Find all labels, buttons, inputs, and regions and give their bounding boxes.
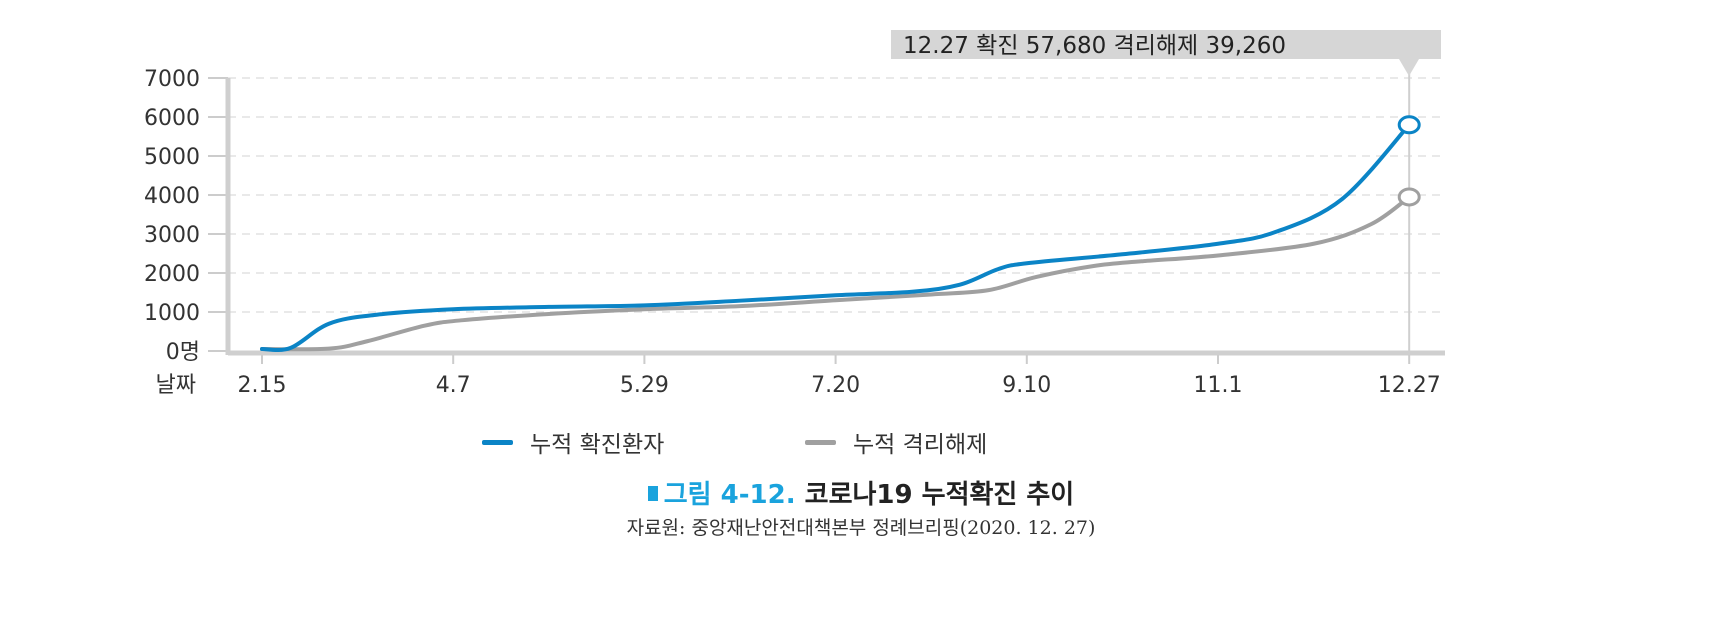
x-tick-label: 2.15: [238, 373, 287, 398]
x-tick-label: 12.27: [1378, 373, 1441, 398]
legend-swatch-gray: [805, 439, 836, 445]
annotation-text: 12.27 확진 57,680 격리해제 39,260: [903, 33, 1286, 59]
y-tick-label: 5000: [144, 145, 200, 170]
y-tick-label: 6000: [144, 106, 200, 131]
series-line-confirmed: [260, 122, 1412, 353]
y-tick-label: 0명: [166, 340, 200, 365]
y-tick-label: 4000: [144, 184, 200, 209]
figure-title: 코로나19 누적확진 추이: [804, 480, 1075, 510]
figure-label: 그림 4-12.: [663, 480, 796, 510]
legend-label: 누적 확진환자: [530, 432, 665, 458]
figure-caption: 그림 4-12. 코로나19 누적확진 추이: [0, 474, 1722, 511]
square-bullet-icon: [647, 486, 658, 501]
series-line-released: [260, 194, 1412, 352]
y-tick-label: 3000: [144, 223, 200, 248]
x-tick-label: 11.1: [1194, 373, 1243, 398]
source-note: 자료원: 중앙재난안전대책본부 정례브리핑(2020. 12. 27): [626, 517, 1096, 539]
y-tick-label: 7000: [144, 67, 200, 92]
x-tick-label: 7.20: [811, 373, 860, 398]
legend: 누적 확진환자 누적 격리해제: [0, 425, 1722, 458]
legend-item-released: 누적 격리해제: [805, 425, 987, 459]
annotation-box: [891, 30, 1441, 59]
line-chart: 0명 1000 2000 3000 4000 5000 6000 7000 2.15 4.7 5.2…: [144, 30, 1445, 398]
series-end-marker: [1397, 187, 1421, 207]
x-axis-label: 날짜: [156, 373, 196, 398]
legend-item-confirmed: 누적 확진환자: [482, 425, 664, 459]
y-tick-label: 1000: [144, 301, 200, 326]
annotation-pointer-icon: [1399, 59, 1419, 76]
legend-label: 누적 격리해제: [853, 432, 988, 458]
x-tick-label: 5.29: [620, 373, 669, 398]
legend-swatch-blue: [482, 439, 513, 445]
x-tick-label: 9.10: [1002, 373, 1051, 398]
y-tick-label: 2000: [144, 262, 200, 287]
series-end-marker: [1397, 115, 1421, 135]
x-tick-label: 4.7: [436, 373, 471, 398]
